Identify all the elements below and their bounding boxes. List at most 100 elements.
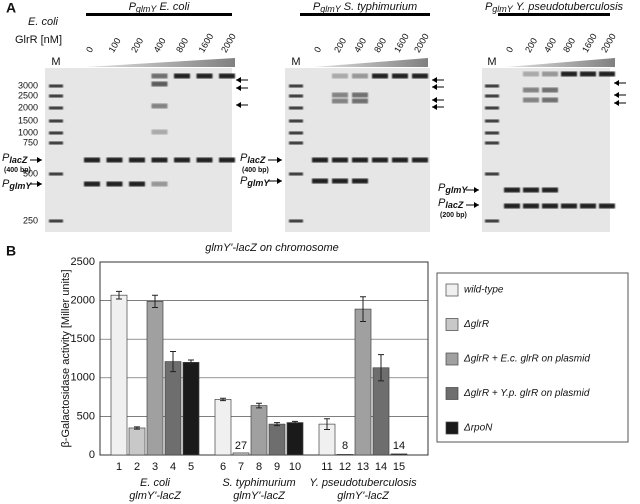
promoter: P — [129, 1, 137, 13]
bar — [164, 361, 182, 456]
ladder-band — [289, 84, 303, 88]
legend-swatch — [445, 352, 459, 366]
band — [504, 203, 520, 209]
ladder-label: 3000 — [18, 80, 38, 90]
band-label-main: P — [438, 182, 446, 194]
band-label: PglmY — [438, 182, 468, 195]
band-label-sub: glmY — [246, 178, 270, 188]
concentration: 200 — [332, 36, 348, 54]
ladder-band — [289, 172, 303, 176]
band — [151, 181, 168, 187]
promoter: P — [313, 1, 321, 13]
concentration: 200 — [523, 36, 539, 54]
bar-number: 15 — [393, 461, 405, 473]
error-bar — [134, 426, 140, 430]
band — [151, 73, 168, 79]
ladder-band — [289, 131, 303, 135]
band-label-main: P — [2, 152, 10, 164]
bar — [354, 308, 372, 456]
band — [84, 157, 100, 163]
value-label: 8 — [342, 440, 348, 452]
legend-label: ΔglrR + E.c. glrR on plasmid — [463, 354, 590, 365]
ladder-label: 1000 — [18, 127, 38, 137]
gel — [45, 68, 232, 232]
error-bar — [378, 354, 384, 382]
ladder-label: 500 — [23, 168, 38, 178]
ladder-band — [485, 141, 499, 145]
band — [412, 157, 428, 163]
ladder-band — [485, 219, 499, 223]
bar — [268, 423, 286, 456]
error-bar — [256, 402, 262, 409]
error-bar — [360, 296, 366, 322]
y-tick-label: 500 — [77, 410, 95, 422]
wedge — [314, 58, 428, 67]
ladder-label: 1500 — [18, 115, 38, 125]
bar — [232, 452, 250, 456]
header-bar — [498, 13, 610, 16]
bar — [286, 422, 304, 456]
concentration: 2000 — [599, 32, 618, 54]
band — [151, 129, 168, 135]
bar — [336, 454, 354, 456]
band — [196, 157, 213, 163]
ladder-band — [289, 106, 303, 110]
band — [332, 157, 348, 163]
band — [219, 73, 235, 79]
band — [129, 157, 145, 163]
bar-number: 8 — [256, 461, 262, 473]
legend-label: wild-type — [464, 285, 504, 296]
bar — [390, 453, 408, 456]
band-label-sub: glmY — [444, 185, 468, 195]
band — [196, 73, 213, 79]
header-bar — [300, 13, 430, 16]
concentration: 2000 — [412, 32, 431, 54]
band — [504, 187, 520, 193]
ladder-band — [289, 119, 303, 123]
band — [174, 73, 190, 79]
ladder-band — [49, 119, 63, 123]
arrow-head — [432, 77, 437, 83]
band-label-main: P — [240, 152, 248, 164]
x-category-label: glmY'-lacZ — [233, 490, 286, 502]
band — [523, 87, 539, 93]
band — [580, 71, 596, 77]
arrow-head — [236, 77, 241, 83]
band — [372, 157, 388, 163]
band-label-sub: lacZ — [247, 155, 266, 165]
band — [542, 87, 558, 93]
chart-title: glmY'-lacZ on chromosome — [205, 242, 339, 254]
band — [312, 157, 328, 163]
promoter-sub: glmY — [320, 4, 342, 14]
band — [523, 71, 539, 77]
bar — [182, 362, 200, 456]
band — [523, 187, 539, 193]
wedge — [506, 58, 615, 67]
arrow-head — [236, 102, 241, 108]
arrow-head — [474, 202, 479, 208]
band — [412, 73, 428, 79]
concentration: 1600 — [197, 32, 216, 54]
arrow-head — [614, 100, 619, 106]
error-bar — [170, 351, 176, 373]
arrow-head — [37, 181, 42, 187]
ladder-band — [485, 172, 499, 176]
ladder-band — [49, 172, 63, 176]
band — [542, 203, 558, 209]
legend-swatch — [445, 283, 459, 297]
bar — [128, 427, 146, 456]
arrow-head — [432, 97, 437, 103]
value-label: 27 — [235, 440, 247, 452]
concentration: 800 — [372, 36, 388, 54]
bar-number: 3 — [152, 461, 158, 473]
ladder-band — [485, 131, 499, 135]
band — [542, 97, 558, 103]
ladder-label: 750 — [23, 137, 38, 147]
ladder-band — [485, 106, 499, 110]
band — [352, 92, 368, 98]
band — [523, 203, 539, 209]
band — [129, 181, 145, 187]
arrow-head — [236, 85, 241, 91]
band — [599, 203, 615, 209]
